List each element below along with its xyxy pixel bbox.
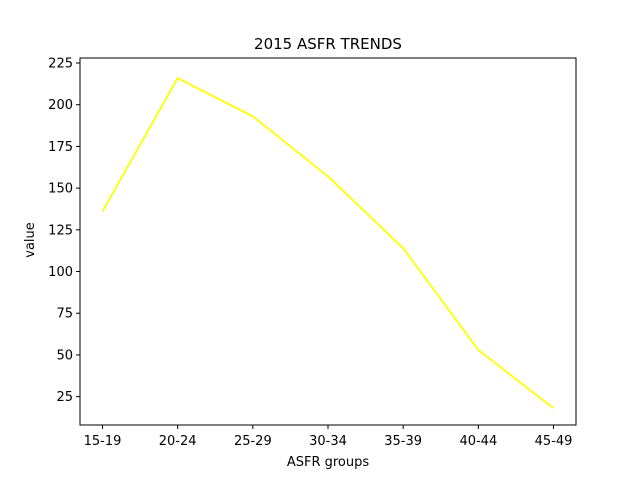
y-tick-label: 25 <box>56 390 73 405</box>
y-tick-label: 200 <box>48 98 73 113</box>
y-tick-label: 175 <box>48 140 73 155</box>
x-tick-label: 30-34 <box>309 434 347 449</box>
x-tick-label: 15-19 <box>84 434 122 449</box>
y-tick-label: 150 <box>48 182 73 197</box>
y-tick-label: 50 <box>56 348 73 363</box>
y-tick-label: 100 <box>48 265 73 280</box>
x-tick-label: 20-24 <box>159 434 197 449</box>
y-tick-label: 75 <box>56 307 73 322</box>
x-tick-label: 45-49 <box>535 434 573 449</box>
chart-title: 2015 ASFR TRENDS <box>254 35 402 53</box>
plot-frame <box>79 57 577 426</box>
y-axis-title: value <box>23 222 38 258</box>
x-tick-label: 25-29 <box>234 434 272 449</box>
x-tick-label: 35-39 <box>384 434 422 449</box>
y-tick-label: 125 <box>48 223 73 238</box>
series-line <box>101 77 555 410</box>
x-tick-label: 40-44 <box>459 434 497 449</box>
y-tick-label: 225 <box>48 57 73 72</box>
x-axis-title: ASFR groups <box>287 455 370 470</box>
plot-area: 15-19 20-24 25-29 30-34 35-39 40-44 45-49 25 50 7… <box>48 57 577 449</box>
